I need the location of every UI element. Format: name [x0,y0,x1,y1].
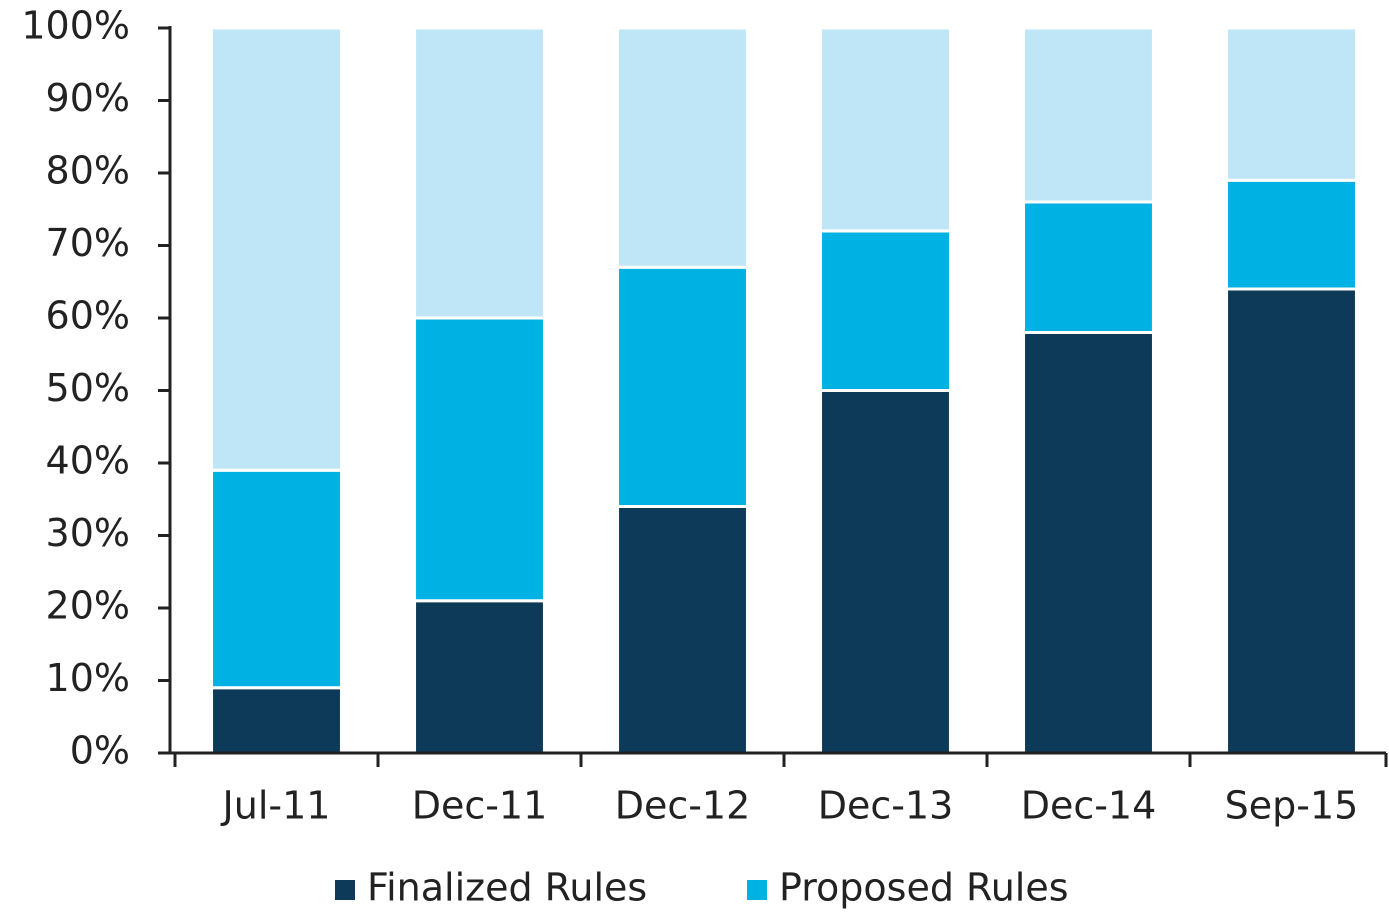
bar-segment [1022,26,1155,204]
y-tick-label: 60% [46,294,130,338]
bar-segment [1225,26,1358,182]
y-tick-label: 0% [70,729,130,773]
bar-segment [413,26,546,320]
bar-segment [1022,200,1155,334]
bar-segment [1022,331,1155,755]
x-tick-label: Dec-12 [615,784,751,828]
bar-segment [210,686,343,755]
bar-segment [819,229,952,392]
legend-label: Proposed Rules [779,866,1069,910]
y-tick-label: 40% [46,439,130,483]
y-tick-label: 90% [46,76,130,120]
y-tick-label: 80% [46,149,130,193]
bar-segment [210,26,343,472]
bar-segment [616,265,749,508]
bar-segment [616,505,749,755]
bar-segment [616,26,749,269]
y-tick-label: 70% [46,221,130,265]
legend-swatch [335,880,355,900]
bar-segment [413,599,546,755]
y-tick-label: 50% [46,366,130,410]
legend-swatch [747,880,767,900]
x-tick-label: Dec-13 [818,784,954,828]
bar-segment [413,316,546,603]
legend-label: Finalized Rules [367,866,647,910]
y-tick-label: 10% [46,656,130,700]
bar-segment [819,389,952,755]
bar-segment [819,26,952,233]
y-tick-label: 100% [21,4,130,48]
x-tick-label: Dec-14 [1021,784,1157,828]
bar-segment [210,468,343,690]
bar-segment [1225,287,1358,755]
y-tick-label: 30% [46,511,130,555]
y-tick-label: 20% [46,584,130,628]
x-tick-label: Dec-11 [412,784,548,828]
x-tick-label: Jul-11 [221,784,331,828]
x-tick-label: Sep-15 [1225,784,1359,828]
bar-segment [1225,178,1358,291]
